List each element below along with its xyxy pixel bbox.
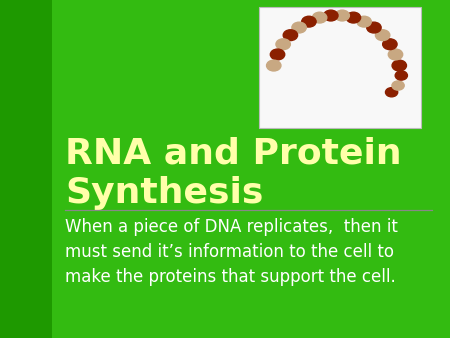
Circle shape [367, 22, 381, 33]
Circle shape [335, 10, 349, 21]
Bar [52, 0, 450, 338]
Circle shape [270, 49, 285, 60]
Circle shape [324, 10, 338, 21]
Circle shape [283, 30, 297, 41]
Text: RNA and Protein
Synthesis: RNA and Protein Synthesis [65, 137, 402, 210]
Circle shape [276, 39, 290, 50]
Bar [259, 7, 421, 128]
Circle shape [386, 88, 398, 97]
Circle shape [392, 81, 404, 90]
Circle shape [357, 16, 371, 27]
Circle shape [388, 49, 403, 60]
Circle shape [346, 12, 360, 23]
Circle shape [382, 39, 397, 50]
Circle shape [375, 30, 390, 41]
Circle shape [392, 60, 406, 71]
Circle shape [312, 12, 327, 23]
Circle shape [292, 22, 306, 33]
Circle shape [266, 60, 281, 71]
Circle shape [395, 71, 407, 80]
Circle shape [302, 16, 316, 27]
Text: When a piece of DNA replicates,  then it
must send it’s information to the cell : When a piece of DNA replicates, then it … [65, 218, 398, 286]
